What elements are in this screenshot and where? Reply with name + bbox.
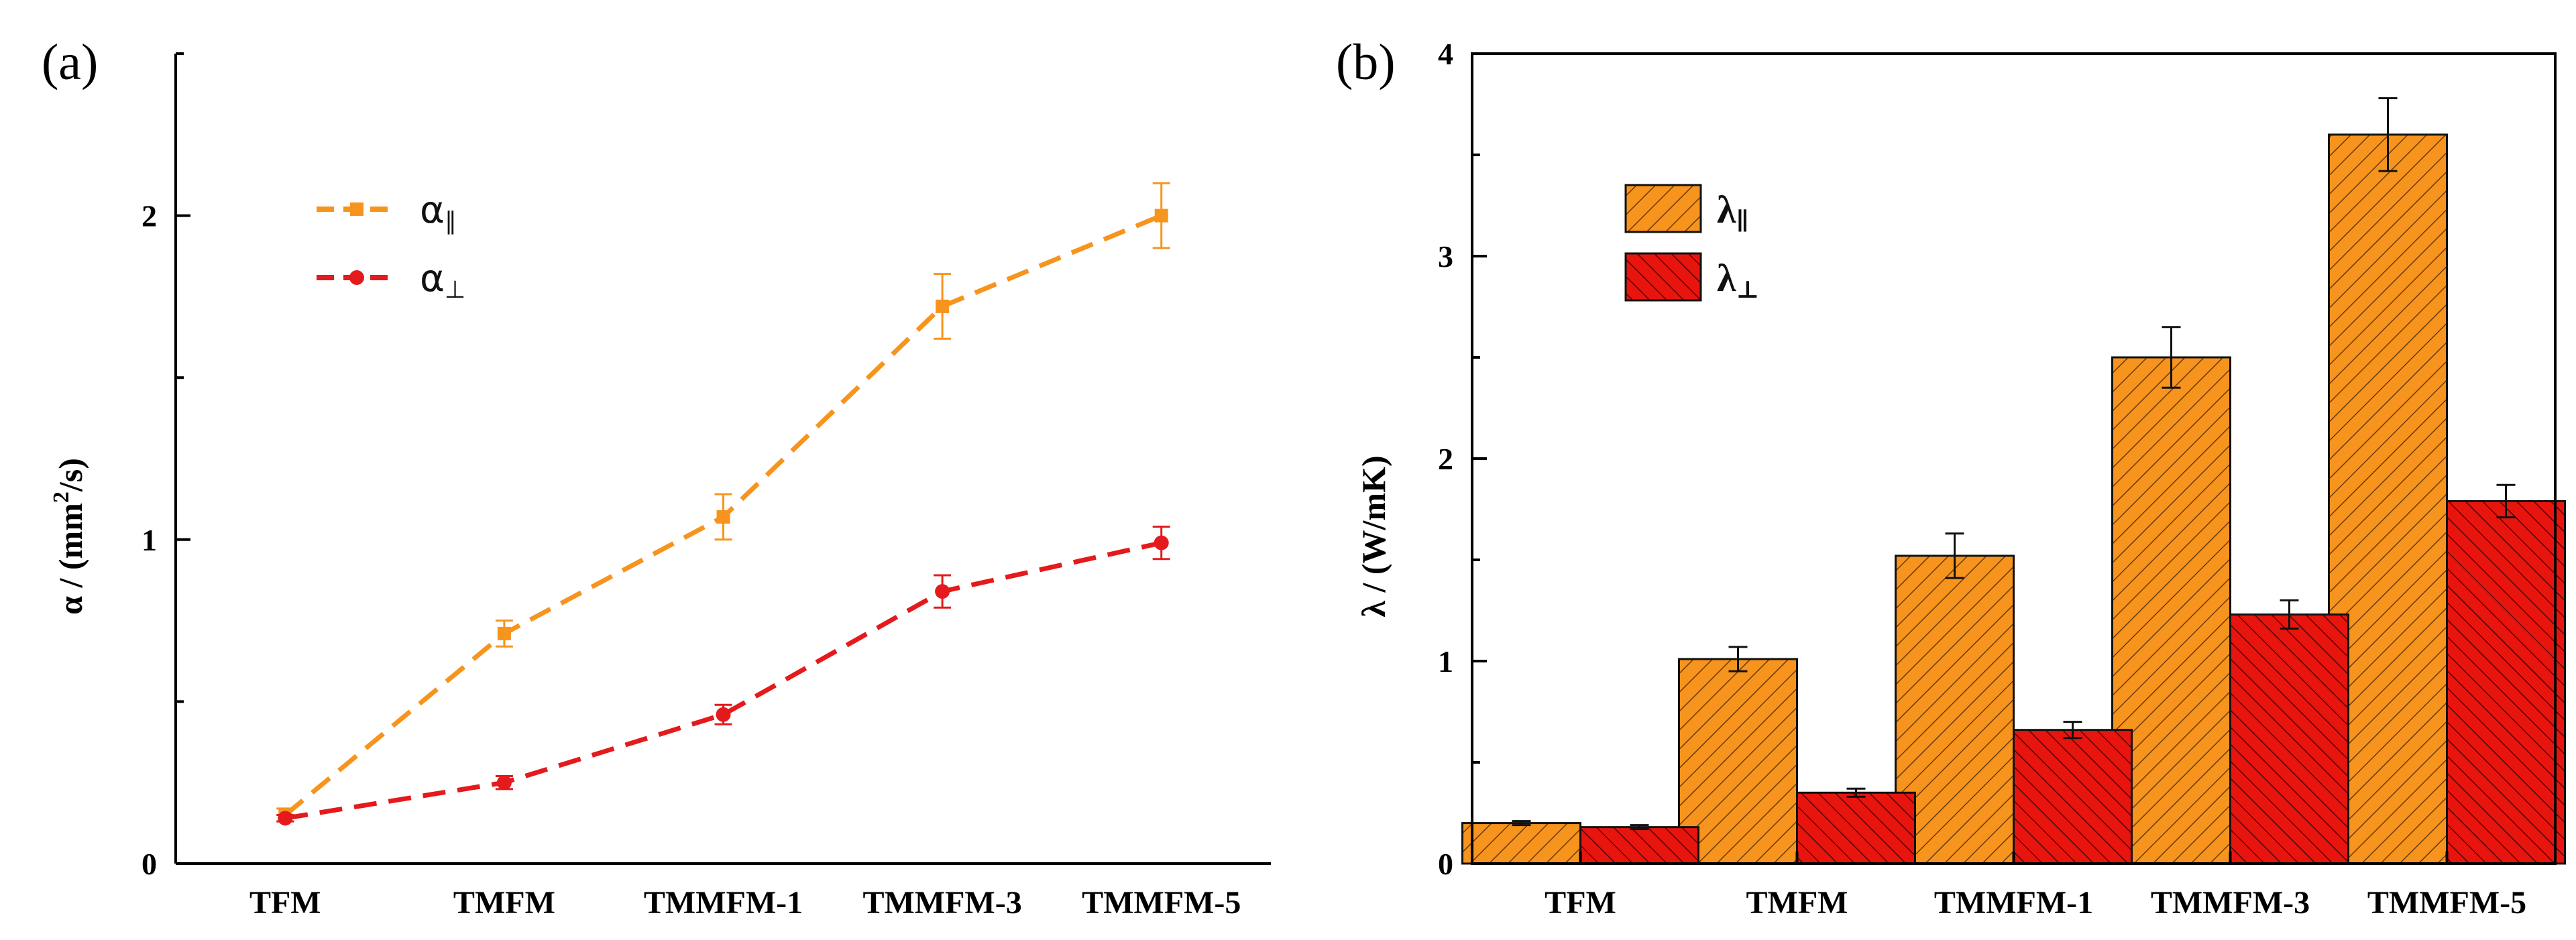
panel-b-label: (b) [1336,34,1396,91]
panel-a-series [276,182,1170,826]
panel-a-point [716,707,731,722]
panel-b-bar [1461,822,1581,865]
legend-a-par-base: α [420,188,445,232]
panel-a-axes: 0 1 2 TFM TMFM TMMFM-1 TMMFM-3 TMMFM-5 [142,52,1271,921]
legend-b-par-text: λ∥ [1717,188,1749,235]
legend-a-perp-marker [349,270,364,285]
panel-b-ytick-label: 2 [1438,442,1453,476]
panel-b-bar [2013,729,2133,865]
panel-a-xtick-label: TMMFM-5 [1082,885,1241,921]
legend-b-par-swatch [1624,184,1702,233]
panel-b-errorbar [2378,97,2398,172]
panel-a-point [278,811,293,826]
panel-a-ylabel-unit-end: /s) [52,458,89,492]
panel-b-legend: λ∥ λ⊥ [1624,184,1759,303]
panel-b-ytick-label: 4 [1438,37,1453,71]
panel-a-point [496,775,512,790]
panel-a-legend: α∥ α⊥ [317,188,465,304]
panel-b-xtick-label: TMMFM-3 [2151,885,2310,921]
panel-b-ytick-label: 3 [1438,239,1453,274]
panel-b-errorbar [1630,824,1649,831]
panel-b-errorbar [2280,599,2299,630]
panel-a-xtick-label: TMMFM-1 [644,885,803,921]
panel-a-point [1154,535,1169,550]
panel-a-point [935,584,950,599]
panel-b-bar [1796,791,1916,865]
panel-a-xtick-label: TMMFM-3 [862,885,1021,921]
panel-b-errorbar [2496,483,2516,519]
panel-a-point [716,510,730,524]
panel-a-point [497,626,511,640]
panel-a-point [936,299,950,313]
legend-a-perp-text: α⊥ [420,257,465,304]
legend-a-par-text: α∥ [420,188,457,235]
panel-b-axes: 0 1 2 3 4 TFM TMFM TMMFM-1 TMMFM-3 TMMFM-5 [1438,37,2557,921]
panel-b-errorbar [1728,646,1748,672]
panel-b-errorbar [1512,820,1531,827]
panel-b-ytick-label: 1 [1438,644,1453,679]
legend-b-perp-swatch [1624,252,1702,302]
panel-a-label: (a) [42,34,98,91]
panel-a-ylabel-unit: / (mm [52,503,89,596]
panel-a-xtick-label: TFM [249,885,321,921]
panel-b-errorbar [2063,721,2082,740]
panel-a-series-line-1 [284,540,1162,821]
panel-b-errorbar [2162,326,2181,389]
legend-b-par-sub: ∥ [1736,208,1749,235]
legend-b-perp-text: λ⊥ [1717,256,1759,303]
panel-b-bar [1579,826,1699,865]
panel-b-xtick-label: TMMFM-1 [1934,885,2093,921]
legend-b-perp-base: λ [1717,256,1736,300]
panel-b-xtick-label: TMFM [1746,885,1848,921]
panel-a-point [1154,209,1168,223]
panel-a-xtick-label: TMFM [453,885,555,921]
panel-b-bar [2229,613,2349,865]
panel-b-errorbar [1846,787,1866,798]
panel-b-ytick-label: 0 [1438,847,1453,881]
panel-a-ytick-label: 0 [142,847,157,881]
legend-a-perp-base: α [420,257,445,300]
panel-b-bar [2446,500,2566,865]
legend-a-par-sub: ∥ [445,208,457,235]
panel-b-errorbar [1945,532,1964,579]
legend-a-perp-sub: ⊥ [445,276,465,304]
panel-a: (a) 0 1 2 TFM TMFM TMMFM-1 TMMFM-3 TMMFM-5 α / … [42,34,1271,921]
panel-a-ylabel: α / (mm2/s) [49,458,89,615]
legend-a-par-marker [350,202,363,216]
panel-a-ylabel-symbol: α [52,596,89,615]
panel-a-ytick-label: 1 [142,523,157,557]
panel-b-bars [1461,97,2566,865]
panel-b-xtick-label: TFM [1545,885,1616,921]
panel-b: (b) 0 1 2 3 4 TFM TMFM TMMFM-1 TMMFM-3 TMMFM-5 λ … [1336,34,2566,921]
panel-a-ytick-label: 2 [142,199,157,233]
panel-a-ylabel-sup: 2 [49,491,74,503]
legend-b-perp-sub: ⊥ [1736,276,1760,303]
panel-b-ylabel: λ / (W/mK) [1355,455,1392,617]
panel-b-xtick-label: TMMFM-5 [2367,885,2526,921]
legend-b-par-base: λ [1717,188,1736,231]
